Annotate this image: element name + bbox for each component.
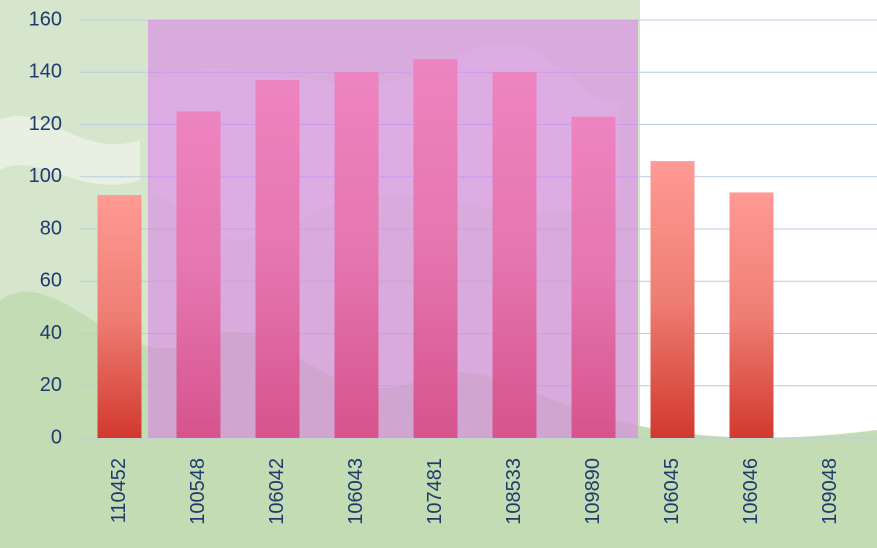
x-tick-label: 108533 [503, 458, 525, 525]
y-tick-label: 100 [29, 165, 62, 187]
y-tick-label: 0 [51, 426, 62, 448]
y-tick-label: 160 [29, 8, 62, 30]
y-tick-label: 20 [40, 374, 62, 396]
x-tick-label: 109890 [582, 458, 604, 525]
x-tick-label: 106042 [266, 458, 288, 525]
bar [730, 192, 774, 438]
bar [98, 195, 142, 438]
x-tick-label: 100548 [187, 458, 209, 525]
bar [651, 161, 695, 438]
x-tick-label: 106045 [661, 458, 683, 525]
chart: 0 20 40 60 80 100 120 140 160 110452 100548 106042 1… [0, 0, 877, 548]
x-tick-label: 110452 [108, 458, 130, 523]
y-tick-label: 40 [40, 322, 62, 344]
x-tick-label: 109048 [819, 458, 841, 525]
y-tick-label: 120 [29, 113, 62, 135]
y-tick-label: 80 [40, 217, 62, 239]
x-tick-label: 106043 [345, 458, 367, 525]
x-tick-label: 106046 [740, 458, 762, 525]
x-tick-label: 107481 [424, 458, 446, 525]
y-tick-label: 140 [29, 61, 62, 83]
page: 0 20 40 60 80 100 120 140 160 110452 100548 106042 1… [0, 0, 877, 548]
selection-overlay [148, 20, 638, 438]
y-tick-label: 60 [40, 270, 62, 292]
